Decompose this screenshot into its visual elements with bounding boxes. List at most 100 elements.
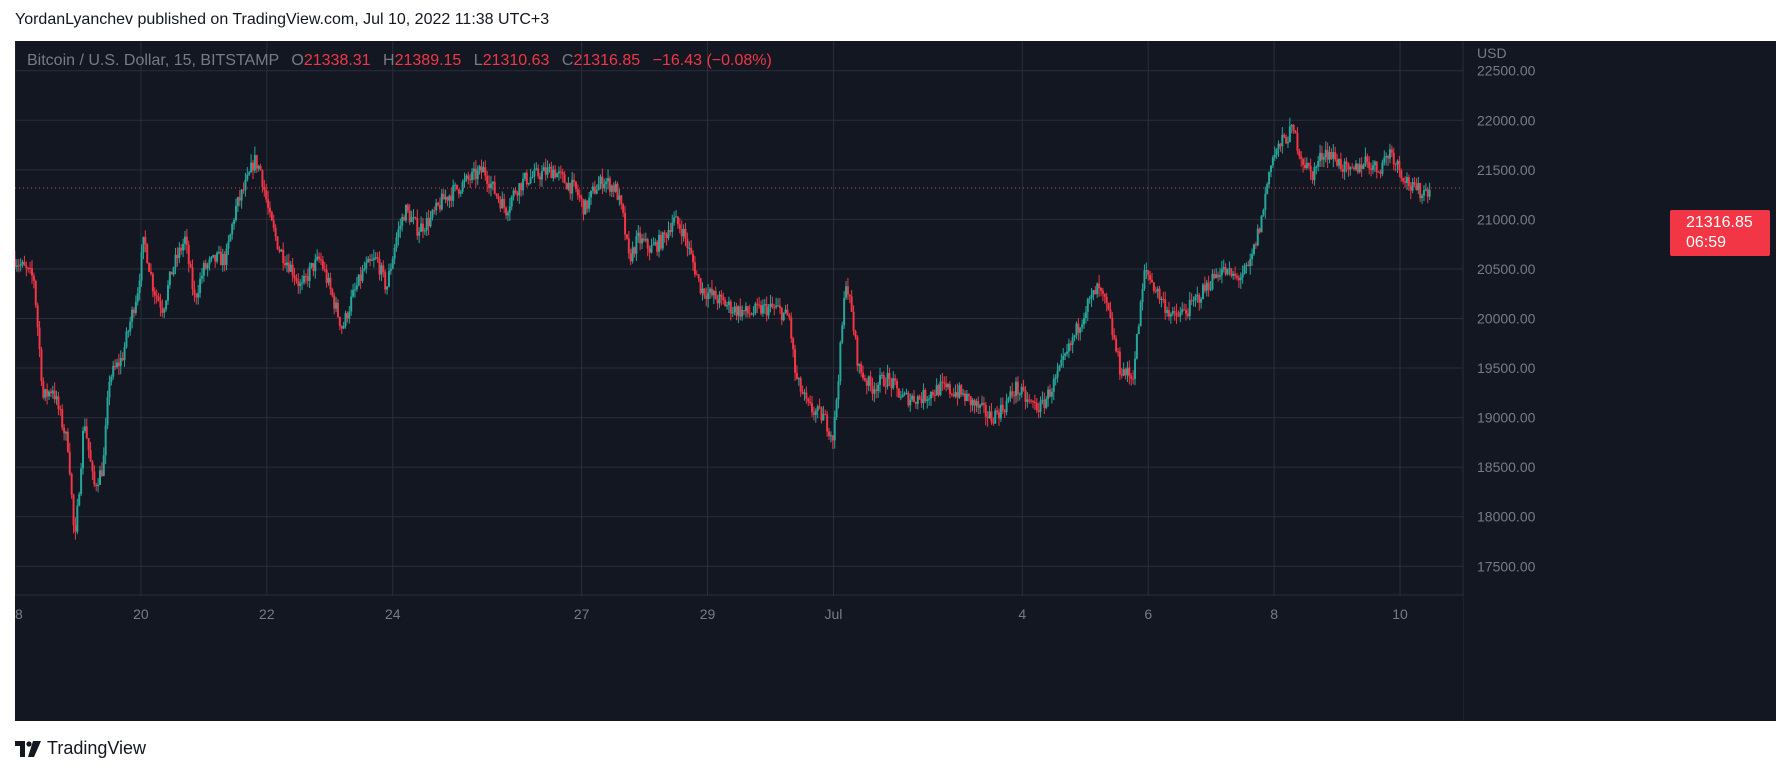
candle-body	[869, 376, 872, 386]
candle-body	[839, 342, 842, 382]
candle-body	[425, 218, 428, 231]
y-tick-label: 21000.00	[1477, 211, 1536, 227]
candle-body	[472, 168, 475, 172]
candle-body	[399, 225, 402, 230]
candle-body	[489, 183, 492, 189]
y-tick-label: 18000.00	[1477, 509, 1536, 525]
candle-body	[920, 398, 923, 404]
candle-body	[1101, 290, 1104, 294]
candle-body	[431, 210, 434, 218]
candle-body	[567, 182, 570, 190]
candle-body	[329, 277, 332, 290]
candle-body	[1400, 170, 1403, 179]
candle-body	[265, 190, 268, 200]
last-price-value: 21316.85	[1686, 214, 1753, 231]
candle-body	[550, 166, 553, 179]
candle-body	[1041, 399, 1044, 401]
candle-body	[282, 249, 285, 263]
candle-body	[667, 230, 670, 239]
candle-body	[370, 259, 373, 261]
candle-body	[1158, 288, 1161, 300]
x-tick-label: 20	[133, 606, 149, 622]
candle-body	[125, 331, 128, 348]
candle-body	[618, 195, 621, 200]
candle-body	[692, 253, 695, 263]
candle-body	[1003, 410, 1006, 413]
candle-body	[860, 363, 863, 373]
candle-body	[1288, 126, 1291, 143]
candle-body	[1326, 149, 1329, 160]
y-tick-label: 17500.00	[1477, 558, 1536, 574]
candlestick-chart[interactable]: USD 17500.00 18000.00 18500.00 19000.00 1950…	[15, 41, 1776, 721]
candle-body	[95, 484, 98, 487]
candle-body	[979, 404, 982, 408]
candle-body	[83, 426, 86, 431]
candle-body	[1024, 390, 1027, 402]
candle-body	[1252, 244, 1255, 254]
candle-body	[80, 468, 83, 495]
candle-body	[580, 197, 583, 200]
candle-body	[1311, 171, 1314, 181]
candle-body	[673, 217, 676, 223]
candle-body	[565, 183, 568, 190]
candle-body	[525, 172, 528, 185]
candle-body	[990, 411, 993, 422]
x-tick-label: 18	[15, 606, 23, 622]
candle-body	[903, 393, 906, 395]
candle-body	[284, 262, 287, 266]
candle-body	[457, 189, 460, 194]
candle-body	[61, 409, 64, 428]
high-label: H	[383, 52, 395, 69]
candle-body	[1001, 404, 1004, 411]
candle-body	[675, 216, 678, 218]
candle-body	[1220, 269, 1223, 276]
candle-body	[597, 184, 600, 191]
chart-panel[interactable]: USD 17500.00 18000.00 18500.00 19000.00 1950…	[15, 41, 1776, 721]
candle-body	[310, 263, 313, 267]
candle-body	[814, 410, 817, 415]
candle-body	[1264, 193, 1267, 210]
candle-body	[875, 389, 878, 391]
candle-body	[833, 416, 836, 441]
candle-body	[1116, 351, 1119, 353]
candle-body	[527, 182, 530, 185]
time-axis-bg	[15, 596, 1463, 721]
candle-body	[1292, 124, 1295, 131]
candle-body	[1336, 159, 1339, 166]
candle-body	[508, 206, 511, 213]
candle-body	[1251, 253, 1254, 260]
candle-body	[867, 376, 870, 386]
candle-body	[295, 278, 298, 282]
candle-body	[1050, 392, 1053, 397]
candle-body	[115, 362, 118, 368]
candle-body	[1353, 167, 1356, 170]
candle-body	[499, 199, 502, 209]
y-tick-label: 20000.00	[1477, 311, 1536, 327]
tradingview-brand[interactable]: TradingView	[15, 738, 146, 759]
low-value: 21310.63	[482, 52, 550, 69]
candle-body	[916, 396, 919, 404]
candle-body	[1071, 337, 1074, 345]
candle-body	[44, 389, 47, 398]
candle-body	[907, 392, 910, 406]
candle-body	[1033, 401, 1036, 403]
candle-body	[750, 314, 753, 316]
candle-body	[584, 200, 587, 215]
candle-body	[486, 175, 489, 184]
candle-body	[678, 224, 681, 229]
candle-body	[365, 262, 368, 269]
candle-body	[656, 241, 659, 252]
candle-body	[1349, 167, 1352, 170]
candle-body	[454, 184, 457, 186]
candle-body	[967, 393, 970, 396]
candle-body	[1016, 381, 1019, 395]
candle-body	[1109, 309, 1112, 318]
candle-body	[34, 280, 37, 306]
candle-body	[769, 303, 772, 307]
candle-body	[548, 166, 551, 168]
candle-body	[418, 231, 421, 236]
candle-body	[1058, 365, 1061, 371]
candle-body	[1358, 164, 1361, 173]
tradingview-logo-icon	[15, 740, 41, 757]
candle-body	[361, 269, 364, 281]
